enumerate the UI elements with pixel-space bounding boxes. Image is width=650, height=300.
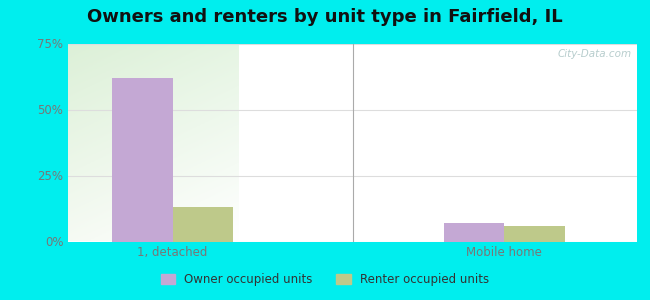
Bar bbox=[172, 207, 233, 242]
Legend: Owner occupied units, Renter occupied units: Owner occupied units, Renter occupied un… bbox=[156, 269, 494, 291]
Text: City-Data.com: City-Data.com bbox=[557, 50, 631, 59]
Text: Owners and renters by unit type in Fairfield, IL: Owners and renters by unit type in Fairf… bbox=[87, 8, 563, 26]
Bar bbox=[504, 226, 565, 242]
Bar bbox=[112, 78, 172, 242]
Bar bbox=[443, 223, 504, 242]
